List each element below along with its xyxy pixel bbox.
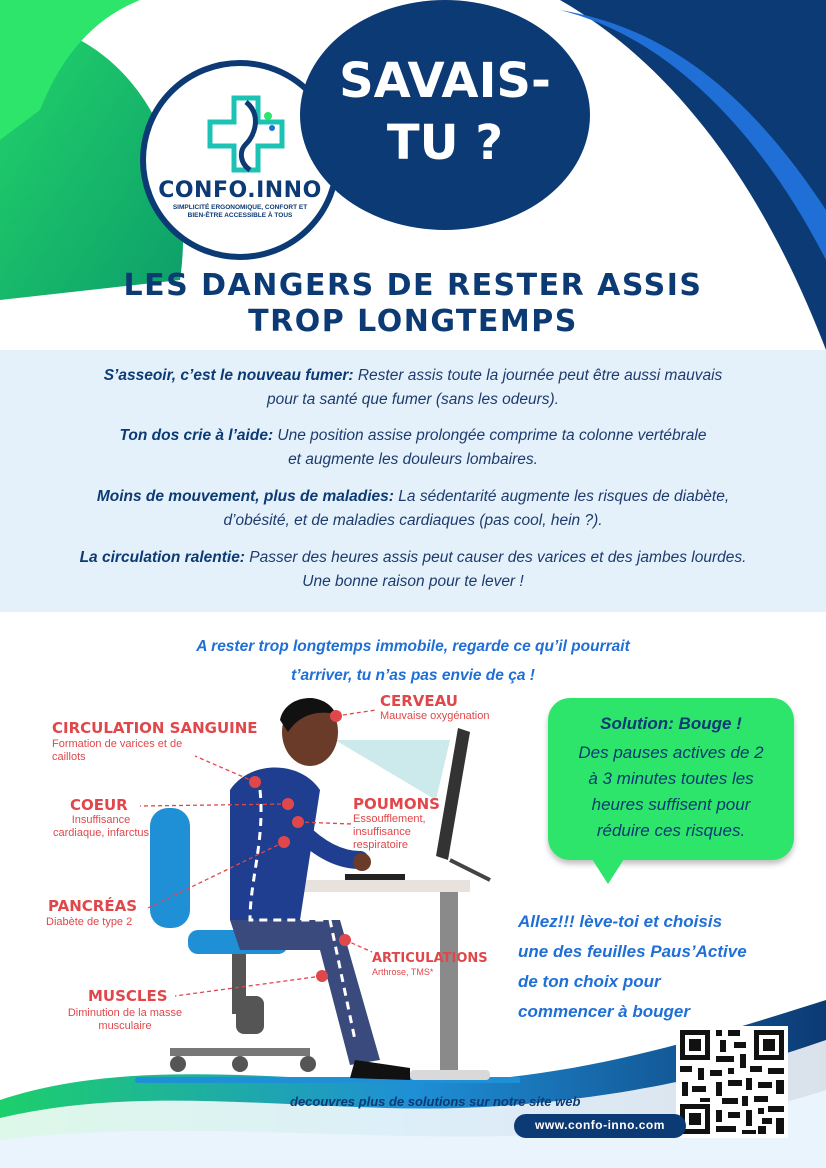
website-link[interactable]: [514, 1114, 686, 1138]
solution-bubble-tail: [590, 856, 626, 884]
label-muscles-desc-2: musculaire: [98, 1020, 152, 1032]
label-circulation-desc-1: Formation de varices et de: [52, 738, 183, 750]
page-title: LES DANGERS DE RESTER ASSIS TROP LONGTEM…: [60, 268, 766, 340]
heading-line-2: TU ?: [386, 115, 504, 171]
person-torso: [230, 767, 320, 920]
label-circulation-title: CIRCULATION SANGUINE: [52, 719, 258, 737]
monitor-stand: [449, 858, 491, 882]
fact-item: Moins de mouvement, plus de maladies: La…: [20, 485, 806, 533]
cta-line: Allez!!! lève-toi et choisis: [518, 912, 723, 931]
facts-band: [0, 350, 826, 612]
label-pancreas-title: PANCRÉAS: [48, 897, 137, 915]
cross-logo-icon: [207, 95, 285, 173]
logo-badge: CONFO.INNO SIMPLICITÉ ERGONOMIQUE, CONFO…: [140, 60, 340, 260]
solution-bubble: [548, 698, 794, 860]
chair-cylinder: [236, 996, 264, 1034]
person-shoe: [350, 1060, 410, 1080]
heading-line-1: SAVAIS-: [339, 53, 551, 109]
label-poumons-desc-2: insuffisance: [353, 826, 411, 838]
savais-tu-circle: [300, 0, 590, 230]
solution-line: Des pauses actives de 2: [578, 743, 764, 762]
brand-name: CONFO.INNO: [158, 178, 322, 203]
brand-tagline: SIMPLICITÉ ERGONOMIQUE, CONFORT ET BIEN-…: [172, 204, 308, 219]
label-muscles-desc-1: Diminution de la masse: [67, 1007, 183, 1019]
monitor-screen: [436, 728, 470, 860]
intro-text: A rester trop longtemps immobile, regard…: [140, 632, 686, 690]
spine-line: [248, 789, 357, 1041]
sitting-person-illustration: [135, 698, 520, 1083]
intro-line-1: A rester trop longtemps immobile, regard…: [196, 638, 630, 655]
label-muscles-title: MUSCLES: [88, 987, 168, 1005]
label-circulation-desc-2: caillots: [52, 751, 86, 763]
fact-text: et augmente les douleurs lombaires.: [288, 451, 538, 468]
cta-line: commencer à bouger: [518, 1002, 690, 1021]
fact-heading: S’asseoir, c’est le nouveau fumer:: [103, 367, 354, 384]
website-url[interactable]: www.confo-inno.com: [535, 1118, 665, 1132]
label-coeur-desc-2: cardiaque, infarctus: [53, 827, 149, 839]
person-legs: [230, 920, 380, 1065]
fact-text: Une bonne raison pour te lever !: [302, 573, 524, 590]
chair-wheel: [170, 1056, 186, 1072]
cta-line: de ton choix pour: [518, 972, 661, 991]
fact-item: La circulation ralentie: Passer des heur…: [20, 546, 806, 594]
call-to-action: Allez!!! lève-toi et choisis une des feu…: [518, 907, 808, 1027]
label-coeur-title: COEUR: [70, 796, 128, 814]
fact-text: d’obésité, et de maladies cardiaques (pa…: [223, 512, 603, 529]
qr-code-icon[interactable]: [676, 1026, 788, 1138]
keyboard: [345, 874, 405, 880]
desk-leg: [440, 892, 458, 1074]
fact-text: Une position assise prolongée comprime t…: [273, 427, 707, 444]
chair-back: [150, 808, 190, 928]
solution-title: Solution: Bouge !: [600, 714, 742, 733]
footer-text: decouvres plus de solutions sur notre si…: [290, 1094, 581, 1109]
fact-heading: Ton dos crie à l’aide:: [119, 427, 274, 444]
desk-foot: [410, 1070, 490, 1080]
chair-wheel: [232, 1056, 248, 1072]
label-poumons-desc-1: Essoufflement,: [353, 813, 426, 825]
chair-wheel: [300, 1056, 316, 1072]
fact-heading: Moins de mouvement, plus de maladies:: [96, 488, 394, 505]
title-line-1: LES DANGERS DE RESTER ASSIS: [123, 268, 703, 303]
desk-top: [300, 880, 470, 892]
label-articulations-desc: Arthrose, TMS*: [372, 967, 434, 977]
screen-light: [335, 740, 450, 800]
fact-item: Ton dos crie à l’aide: Une position assi…: [20, 424, 806, 472]
intro-line-2: t’arriver, tu n’as pas envie de ça !: [291, 667, 535, 684]
fact-text: La sédentarité augmente les risques de d…: [393, 488, 730, 505]
label-poumons-desc-3: respiratoire: [353, 839, 409, 851]
solution-text: Des pauses actives de 2 à 3 minutes tout…: [556, 740, 786, 844]
fact-item: S’asseoir, c’est le nouveau fumer: Reste…: [20, 364, 806, 412]
fact-heading: La circulation ralentie:: [79, 549, 245, 566]
solution-line: heures suffisent pour: [591, 795, 751, 814]
fact-text: pour ta santé que fumer (sans les odeurs…: [266, 391, 560, 408]
label-articulations-title: ARTICULATIONS: [372, 951, 488, 966]
label-coeur-desc-1: Insuffisance: [71, 814, 131, 826]
label-poumons-title: POUMONS: [353, 795, 440, 813]
person-hair: [280, 698, 336, 732]
person-hand: [353, 853, 371, 871]
cta-line: une des feuilles Paus’Active: [518, 942, 747, 961]
fact-text: Passer des heures assis peut causer des …: [244, 549, 747, 566]
label-pancreas-desc: Diabète de type 2: [46, 916, 133, 928]
leader-lines: [139, 709, 377, 997]
label-cerveau-title: CERVEAU: [380, 692, 458, 710]
label-cerveau-desc: Mauvaise oxygénation: [380, 710, 490, 722]
savais-tu-heading: SAVAIS- TU ?: [300, 50, 590, 174]
title-line-2: TROP LONGTEMPS: [248, 304, 578, 339]
solution-line: à 3 minutes toutes les: [588, 769, 754, 788]
solution-line: réduire ces risques.: [596, 821, 746, 840]
fact-text: Rester assis toute la journée peut être …: [353, 367, 723, 384]
